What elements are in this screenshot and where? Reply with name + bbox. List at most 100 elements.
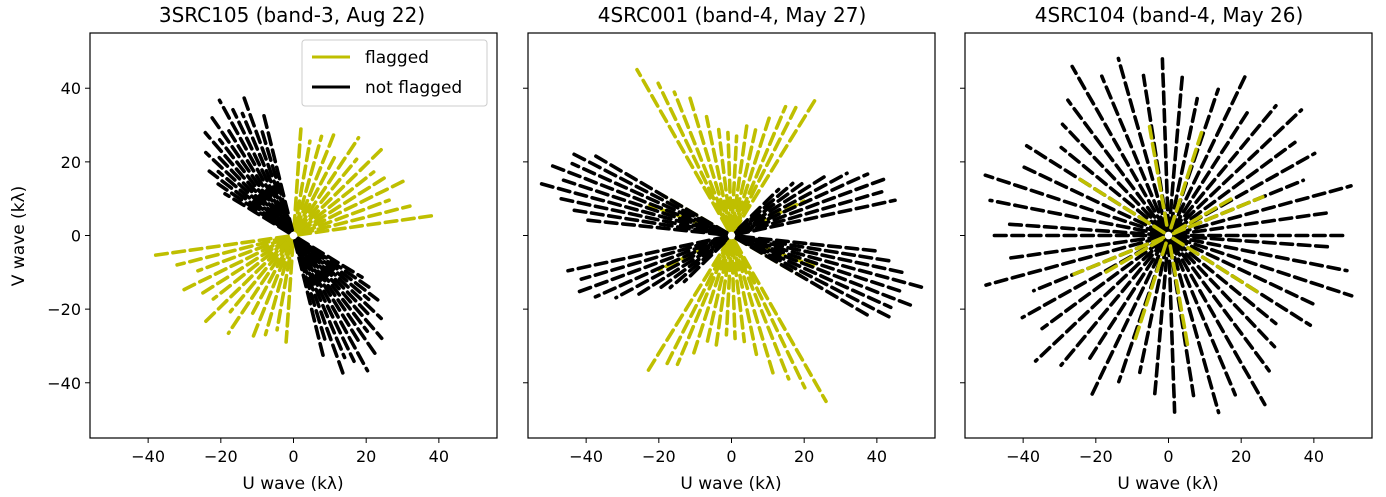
panel-1-track-segment — [353, 281, 367, 292]
panel-2-track-segment — [681, 214, 696, 223]
panel-2-track-segment — [691, 154, 701, 169]
panel-2-xtick-label: 0 — [726, 447, 736, 466]
panel-3-track-segment — [1169, 214, 1177, 230]
panel-2-track-segment — [692, 283, 703, 297]
panel-2-track-segment — [759, 286, 770, 301]
panel-2-track-segment — [741, 204, 752, 218]
panel-2-track-segment — [603, 220, 619, 226]
panel-2-track-segment — [716, 127, 722, 139]
panel-2-track-segment — [850, 288, 866, 297]
panel-3-track-segment — [1189, 244, 1204, 254]
panel-1-track-segment — [232, 197, 246, 208]
panel-3-track-segment — [1061, 259, 1076, 267]
panel-2-track-segment — [737, 258, 745, 274]
panel-1-track-segment — [346, 141, 357, 156]
panel-1-track-segment — [352, 157, 359, 164]
panel-1-track-segment — [320, 149, 329, 165]
panel-2-track-segment — [688, 96, 696, 112]
panel-2-track-segment — [687, 257, 701, 269]
panel-1-track-segment — [216, 182, 229, 192]
panel-2-track-segment — [788, 207, 804, 216]
panel-3-track-segment — [1026, 252, 1042, 258]
panel-2-track-segment — [855, 307, 869, 317]
panel-1-track-segment — [350, 289, 363, 301]
panel-2-track-segment — [681, 319, 691, 334]
panel-3-track-segment — [1063, 168, 1077, 179]
panel-3-track-segment — [1193, 242, 1208, 250]
panel-3-track-segment — [1054, 180, 1069, 190]
panel-2-track-segment — [694, 240, 709, 248]
panel-1-track-segment — [279, 291, 286, 307]
panel-2-track-segment — [809, 280, 824, 291]
panel-3-track-segment — [1095, 175, 1108, 187]
panel-2-track-segment — [821, 203, 837, 211]
panel-2-track-segment — [599, 183, 615, 191]
panel-3-track-segment — [1291, 258, 1307, 265]
panel-3-track-segment — [1268, 281, 1283, 291]
panel-3-track-segment — [1142, 149, 1150, 164]
panel-3-track-segment — [1145, 257, 1156, 272]
panel-3-track-segment — [1030, 206, 1046, 213]
panel-2-track-segment — [820, 393, 828, 404]
panel-3-track-segment — [1260, 137, 1273, 150]
panel-2-track-segment — [738, 273, 745, 289]
panel-2-track-segment — [597, 174, 613, 183]
panel-1-track-segment — [307, 182, 316, 197]
panel-2-track-segment — [649, 192, 665, 202]
panel-2-track-segment — [779, 358, 788, 373]
panel-2-track-segment — [820, 211, 836, 218]
panel-3-track-segment — [1162, 211, 1169, 227]
panel-1-track-segment — [343, 269, 358, 280]
panel-2-track-segment — [798, 191, 813, 201]
panel-2-track-segment — [761, 148, 770, 163]
panel-2-track-segment — [757, 236, 773, 242]
panel-1-track-segment — [262, 215, 276, 226]
panel-2-track-segment — [875, 257, 891, 263]
panel-3-track-segment — [1170, 181, 1175, 197]
panel-2-track-segment — [854, 194, 870, 201]
panel-2-track-segment — [666, 262, 681, 272]
panel-2-track-segment — [785, 349, 795, 365]
panel-3-track-segment — [1122, 197, 1135, 209]
panel-2-track-segment — [787, 259, 802, 269]
panel-2-track-segment — [891, 277, 907, 285]
panel-2-track-segment — [610, 273, 626, 282]
panel-2-track-segment — [770, 247, 786, 255]
panel-1-xlabel: U wave (kλ) — [242, 474, 343, 494]
panel-2-track-segment — [798, 197, 813, 207]
panel-2-track-segment — [767, 248, 782, 257]
panel-3-track-segment — [1120, 358, 1128, 374]
panel-2-track-segment — [654, 189, 669, 200]
panel-1-track-segment — [203, 130, 212, 140]
panel-3-track-segment — [1086, 262, 1101, 271]
panel-2-track-segment — [607, 200, 623, 208]
panel-2-track-segment — [857, 268, 873, 276]
panel-2-track-segment — [665, 328, 676, 342]
panel-2-track-segment — [707, 276, 716, 291]
panel-3-track-segment — [1210, 155, 1221, 170]
panel-3-track-segment — [1257, 251, 1273, 258]
panel-3-track-segment — [1272, 104, 1278, 110]
panel-3-track-segment — [1210, 338, 1219, 354]
panel-2-track-segment — [826, 244, 843, 249]
panel-2-track-segment — [806, 99, 817, 113]
panel-2-track-segment — [748, 325, 756, 341]
panel-2-track-segment — [693, 308, 702, 324]
panel-2-track-segment — [713, 180, 721, 196]
panel-2-track-segment — [767, 359, 775, 375]
panel-3-track-segment — [1159, 309, 1164, 326]
panel-2-track-segment — [681, 254, 696, 264]
panel-2-track-segment — [718, 141, 724, 157]
panel-3-track-segment — [1144, 89, 1150, 105]
panel-3-track-segment — [1233, 350, 1243, 364]
panel-2-track-segment — [747, 145, 754, 161]
panel-3-track-segment — [1059, 361, 1065, 368]
panel-1-track-segment — [326, 171, 338, 185]
panel-3-track-segment — [1139, 308, 1147, 324]
legend-not-flagged-label: not flagged — [365, 78, 462, 98]
panel-2-track-segment — [593, 260, 609, 267]
panel-3-xtick-label: 0 — [1163, 447, 1173, 466]
panel-1-track-segment — [334, 213, 349, 222]
panel-2-track-segment — [754, 286, 764, 301]
panel-3-track-segment — [1020, 314, 1026, 320]
